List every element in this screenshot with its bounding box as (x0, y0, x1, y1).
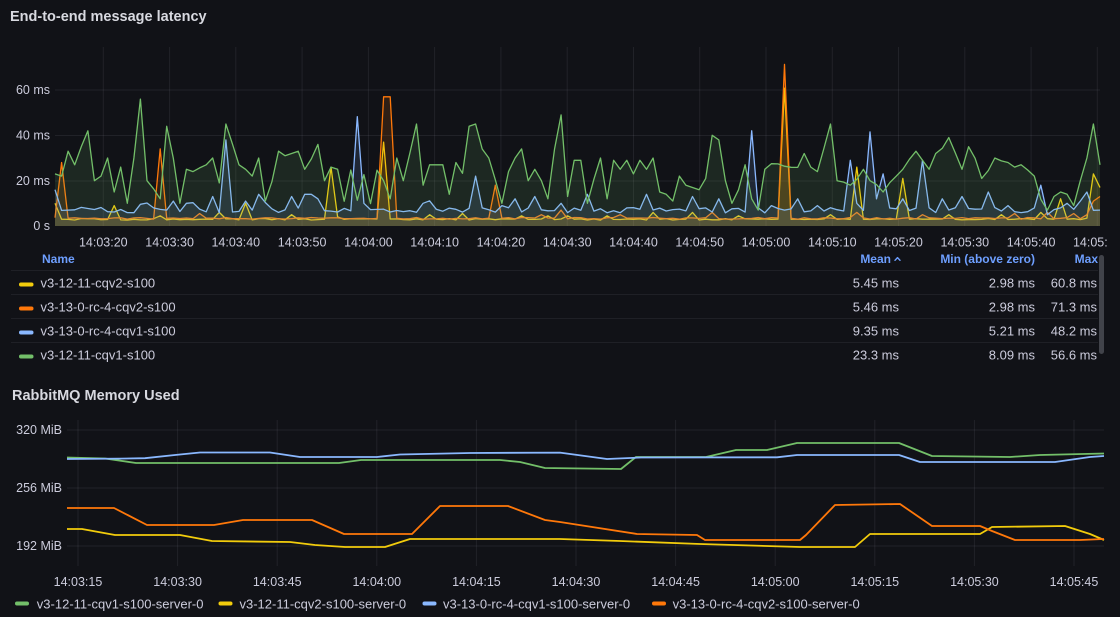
svg-text:14:05:40: 14:05:40 (1007, 236, 1056, 250)
svg-text:Min (above zero): Min (above zero) (940, 252, 1035, 266)
svg-text:0 s: 0 s (33, 219, 50, 233)
svg-text:Max: Max (1075, 252, 1099, 266)
svg-text:20 ms: 20 ms (16, 174, 50, 188)
svg-text:Mean: Mean (860, 252, 891, 266)
svg-text:9.35 ms: 9.35 ms (853, 324, 900, 339)
svg-text:v3-13-0-rc-4-cqv2-s100-server-: v3-13-0-rc-4-cqv2-s100-server-0 (673, 597, 860, 612)
svg-text:14:05:20: 14:05:20 (874, 236, 923, 250)
svg-text:v3-12-11-cqv2-s100-server-0: v3-12-11-cqv2-s100-server-0 (240, 597, 407, 612)
svg-text:v3-12-11-cqv2-s100: v3-12-11-cqv2-s100 (41, 276, 156, 291)
svg-text:14:05:30: 14:05:30 (950, 575, 999, 589)
svg-text:2.98 ms: 2.98 ms (989, 300, 1036, 315)
svg-text:14:03:30: 14:03:30 (145, 236, 194, 250)
svg-text:RabbitMQ Memory Used: RabbitMQ Memory Used (12, 388, 180, 404)
svg-text:14:05:00: 14:05:00 (742, 236, 791, 250)
svg-text:5.46 ms: 5.46 ms (853, 300, 900, 315)
svg-text:v3-12-11-cqv1-s100: v3-12-11-cqv1-s100 (41, 348, 156, 363)
svg-text:14:04:00: 14:04:00 (344, 236, 393, 250)
svg-text:320 MiB: 320 MiB (16, 423, 62, 437)
svg-text:14:03:45: 14:03:45 (253, 575, 302, 589)
svg-text:14:04:30: 14:04:30 (552, 575, 601, 589)
svg-text:8.09 ms: 8.09 ms (989, 348, 1036, 363)
svg-text:v3-13-0-rc-4-cqv2-s100: v3-13-0-rc-4-cqv2-s100 (41, 300, 176, 315)
svg-text:14:04:50: 14:04:50 (675, 236, 724, 250)
svg-text:v3-12-11-cqv1-s100-server-0: v3-12-11-cqv1-s100-server-0 (37, 597, 204, 612)
svg-text:v3-13-0-rc-4-cqv1-s100-server-: v3-13-0-rc-4-cqv1-s100-server-0 (443, 597, 630, 612)
svg-text:2.98 ms: 2.98 ms (989, 276, 1036, 291)
svg-text:60 ms: 60 ms (16, 83, 50, 97)
svg-text:14:04:10: 14:04:10 (410, 236, 459, 250)
svg-text:End-to-end message latency: End-to-end message latency (10, 9, 207, 25)
svg-text:Name: Name (42, 252, 75, 266)
svg-text:192 MiB: 192 MiB (16, 539, 62, 553)
svg-text:23.3 ms: 23.3 ms (853, 348, 900, 363)
svg-text:60.8 ms: 60.8 ms (1051, 276, 1098, 291)
svg-text:71.3 ms: 71.3 ms (1051, 300, 1098, 315)
svg-text:14:03:30: 14:03:30 (153, 575, 202, 589)
svg-text:14:04:15: 14:04:15 (452, 575, 501, 589)
svg-text:14:03:50: 14:03:50 (278, 236, 327, 250)
svg-text:40 ms: 40 ms (16, 129, 50, 143)
svg-text:14:05:00: 14:05:00 (751, 575, 800, 589)
svg-text:14:05:30: 14:05:30 (940, 236, 989, 250)
svg-text:14:04:45: 14:04:45 (651, 575, 700, 589)
svg-text:14:04:40: 14:04:40 (609, 236, 658, 250)
svg-text:5.45 ms: 5.45 ms (853, 276, 900, 291)
svg-text:14:03:40: 14:03:40 (211, 236, 260, 250)
svg-text:56.6 ms: 56.6 ms (1051, 348, 1098, 363)
svg-text:256 MiB: 256 MiB (16, 481, 62, 495)
svg-text:14:05:50: 14:05:50 (1073, 236, 1120, 250)
svg-text:14:04:20: 14:04:20 (477, 236, 526, 250)
svg-text:14:04:00: 14:04:00 (352, 575, 401, 589)
svg-text:48.2 ms: 48.2 ms (1051, 324, 1098, 339)
svg-text:14:03:20: 14:03:20 (79, 236, 128, 250)
svg-text:14:05:10: 14:05:10 (808, 236, 857, 250)
svg-text:14:05:15: 14:05:15 (850, 575, 899, 589)
svg-text:14:05:45: 14:05:45 (1050, 575, 1099, 589)
svg-text:14:03:15: 14:03:15 (54, 575, 103, 589)
svg-text:v3-13-0-rc-4-cqv1-s100: v3-13-0-rc-4-cqv1-s100 (41, 324, 176, 339)
svg-text:14:04:30: 14:04:30 (543, 236, 592, 250)
svg-text:5.21 ms: 5.21 ms (989, 324, 1036, 339)
